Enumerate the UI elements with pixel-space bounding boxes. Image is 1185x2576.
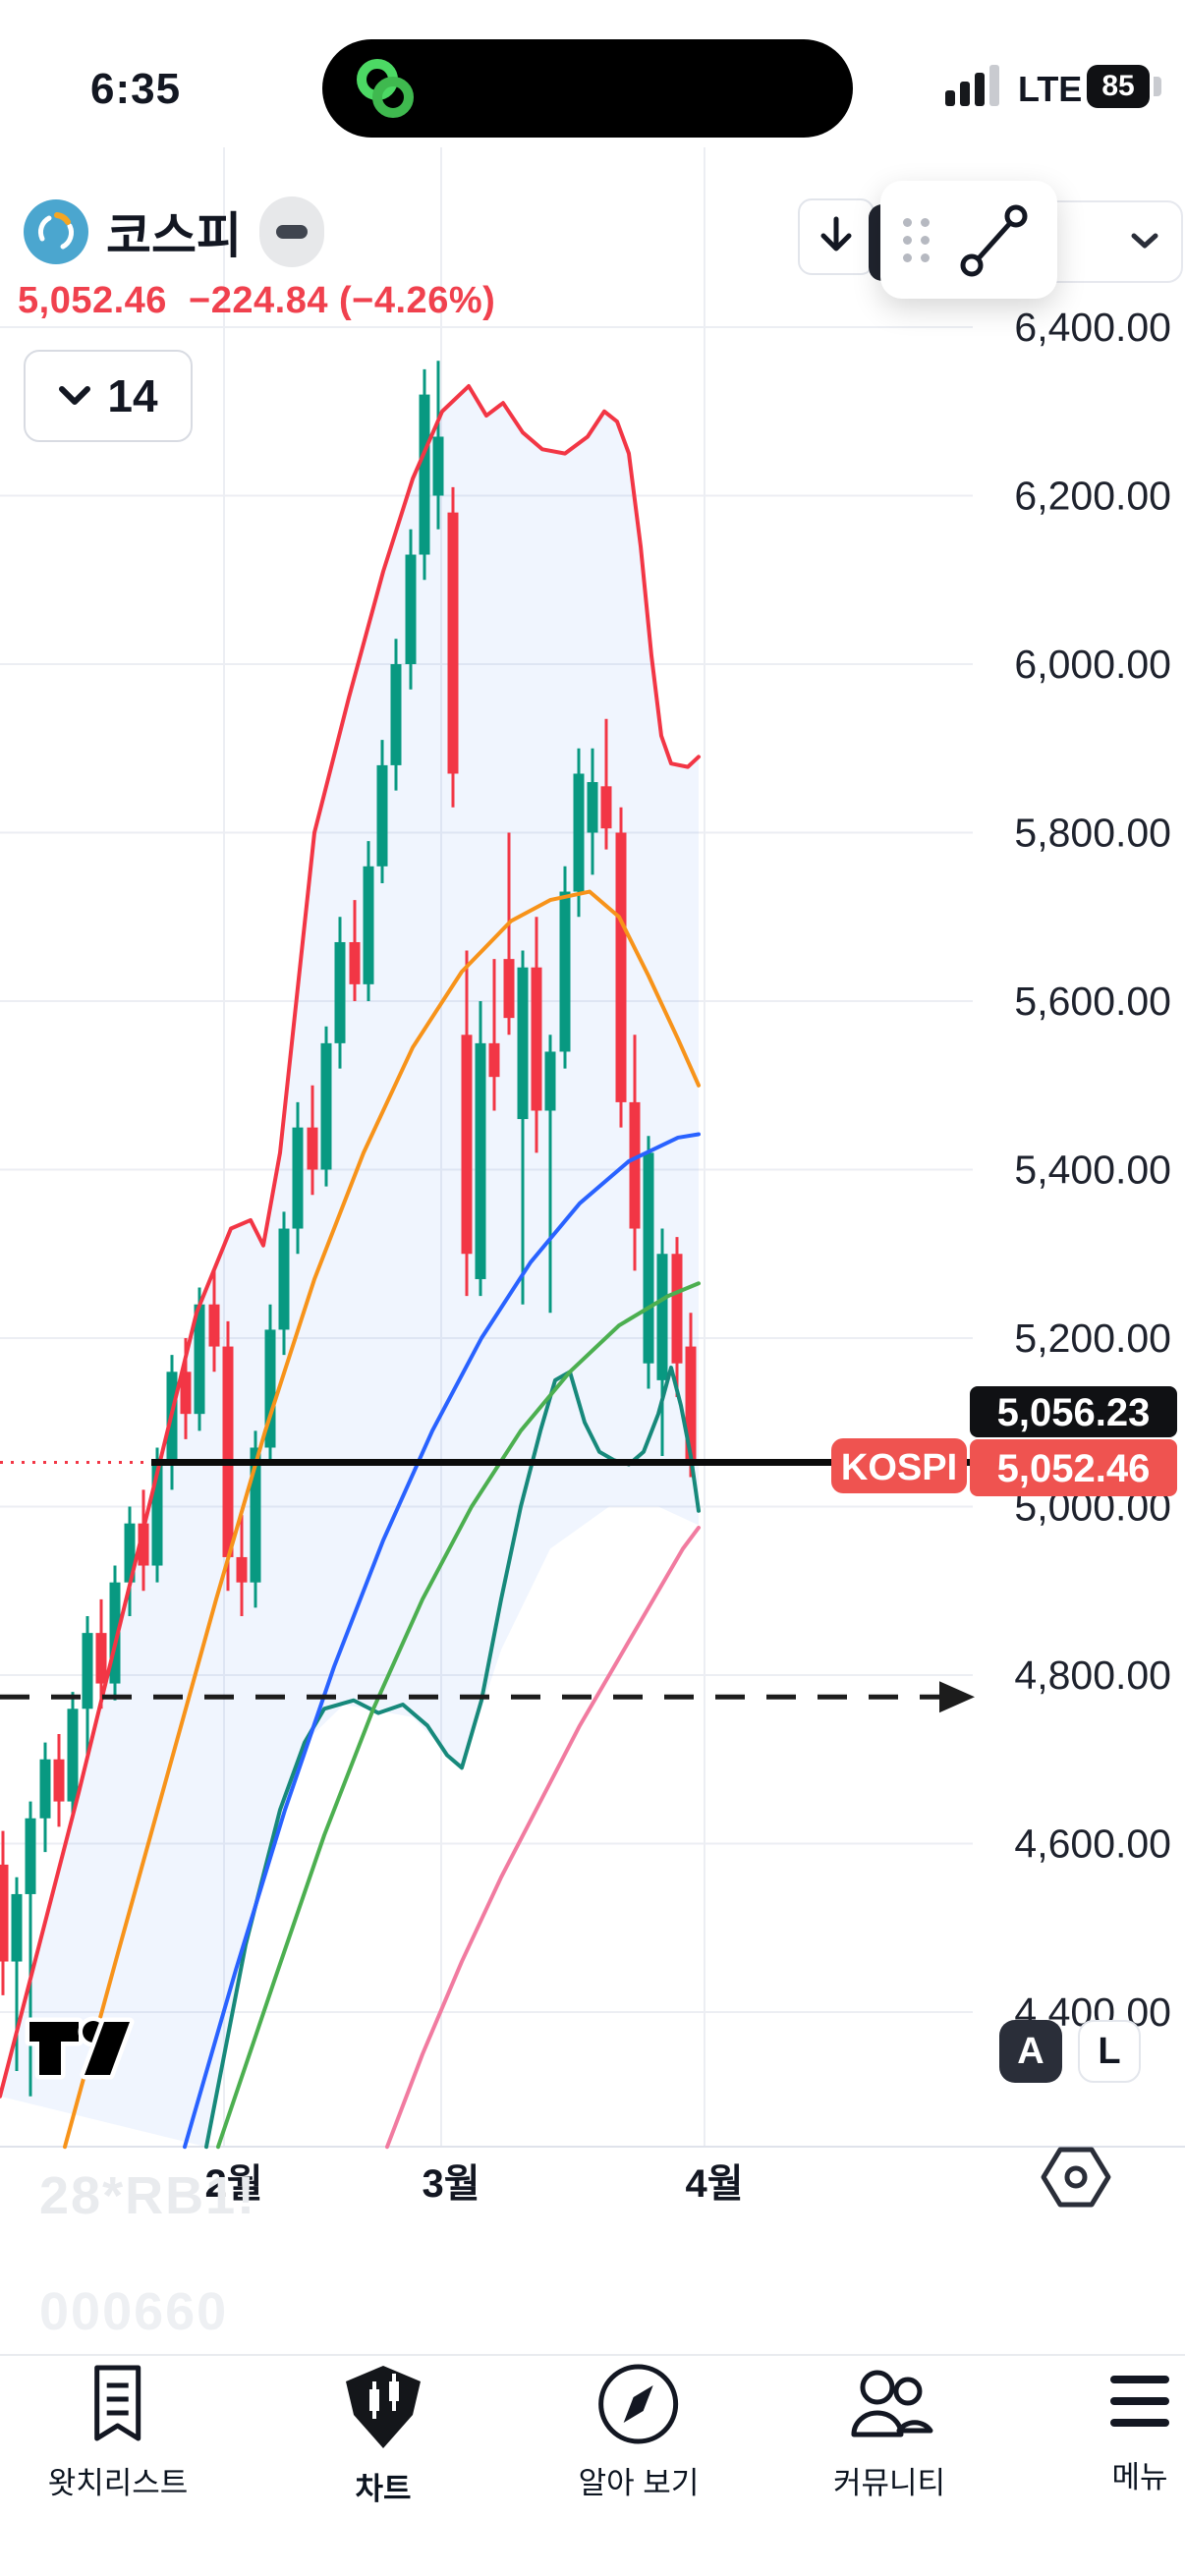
watermark-symbol: 000660 — [39, 2282, 229, 2341]
x-axis-labels[interactable]: 2월 3월 4월 — [204, 2162, 743, 2206]
svg-text:6,400.00: 6,400.00 — [1014, 305, 1171, 350]
last-price-and-change: 5,052.46 −224.84 (−4.26%) — [18, 280, 495, 322]
nav-watchlist[interactable]: 왓치리스트 — [48, 2360, 188, 2502]
price-badges: 5,056.23 5,052.46 KOSPI — [831, 1386, 1177, 1496]
minus-icon — [276, 225, 308, 239]
remove-symbol-button[interactable] — [259, 196, 324, 267]
nav-menu[interactable]: 메뉴 — [1102, 2360, 1177, 2496]
envelope-band-fill — [0, 386, 699, 2148]
watchlist-icon — [94, 2365, 141, 2441]
svg-text:5,600.00: 5,600.00 — [1014, 979, 1171, 1024]
battery-nub-icon — [1154, 77, 1161, 96]
hamburger-menu-icon — [1110, 2376, 1169, 2427]
log-scale-button[interactable]: L — [1078, 2020, 1141, 2083]
toolbar-separator — [0, 2354, 1185, 2356]
bottom-navigation: 왓치리스트 차트 알아 보기 커뮤니티 — [0, 2360, 1185, 2576]
svg-text:2월: 2월 — [204, 2162, 262, 2206]
auto-scale-button[interactable]: A — [999, 2020, 1062, 2083]
svg-text:5,400.00: 5,400.00 — [1014, 1148, 1171, 1193]
nav-explore[interactable]: 알아 보기 — [579, 2360, 699, 2502]
arrow-down-icon — [820, 216, 852, 252]
indicator-setting-value: 14 — [107, 370, 158, 421]
chart-toolbar: KOSPI 1날 — [0, 2222, 1185, 2340]
svg-text:5,200.00: 5,200.00 — [1014, 1316, 1171, 1361]
battery-icon: 85 — [1087, 65, 1150, 108]
last-price: 5,052.46 — [18, 280, 167, 321]
chevron-down-icon — [59, 386, 91, 405]
signal-strength-icon — [945, 65, 999, 106]
svg-text:3월: 3월 — [422, 2162, 480, 2206]
watermark-symbol: 28*RB1! — [39, 2166, 257, 2225]
symbol-logo — [24, 199, 88, 264]
price-chart[interactable]: 6,400.00 6,200.00 6,000.00 5,800.00 5,600.00… — [0, 138, 1185, 2220]
dynamic-island — [322, 39, 853, 138]
svg-text:5,056.23: 5,056.23 — [997, 1391, 1151, 1434]
overlay-lines — [0, 384, 701, 2150]
candlesticks — [0, 361, 697, 2097]
link-chain-icon — [357, 59, 414, 118]
svg-text:4,600.00: 4,600.00 — [1014, 1821, 1171, 1867]
svg-text:6,200.00: 6,200.00 — [1014, 474, 1171, 519]
download-button[interactable] — [798, 198, 875, 275]
chart-tab-icon — [346, 2366, 421, 2448]
nav-chart[interactable]: 차트 — [334, 2360, 432, 2508]
magnet-hexagon-icon[interactable] — [1041, 2147, 1111, 2208]
tool-dropdown[interactable] — [1040, 200, 1183, 283]
status-time: 6:35 — [90, 65, 182, 113]
compass-icon — [598, 2364, 679, 2444]
trendline-tool-popover[interactable] — [880, 181, 1057, 299]
tradingview-logo — [25, 2016, 135, 2080]
symbol-name: 코스피 — [106, 208, 242, 263]
y-axis-labels[interactable]: 6,400.00 6,200.00 6,000.00 5,800.00 5,600.00… — [1014, 305, 1171, 2035]
svg-text:4월: 4월 — [685, 2162, 743, 2206]
people-icon — [851, 2370, 933, 2437]
chevron-down-icon — [1131, 233, 1158, 249]
network-type: LTE — [1018, 69, 1083, 109]
trendline-icon[interactable] — [952, 198, 1035, 281]
svg-text:6,000.00: 6,000.00 — [1014, 642, 1171, 687]
svg-text:KOSPI: KOSPI — [841, 1447, 957, 1488]
price-change: −224.84 (−4.26%) — [189, 280, 496, 321]
svg-text:4,800.00: 4,800.00 — [1014, 1652, 1171, 1698]
svg-text:5,800.00: 5,800.00 — [1014, 811, 1171, 856]
indicator-setting-button[interactable]: 14 — [24, 350, 193, 442]
nav-community[interactable]: 커뮤니티 — [833, 2360, 945, 2502]
svg-text:5,052.46: 5,052.46 — [997, 1447, 1151, 1490]
drag-handle-icon[interactable] — [903, 217, 930, 262]
